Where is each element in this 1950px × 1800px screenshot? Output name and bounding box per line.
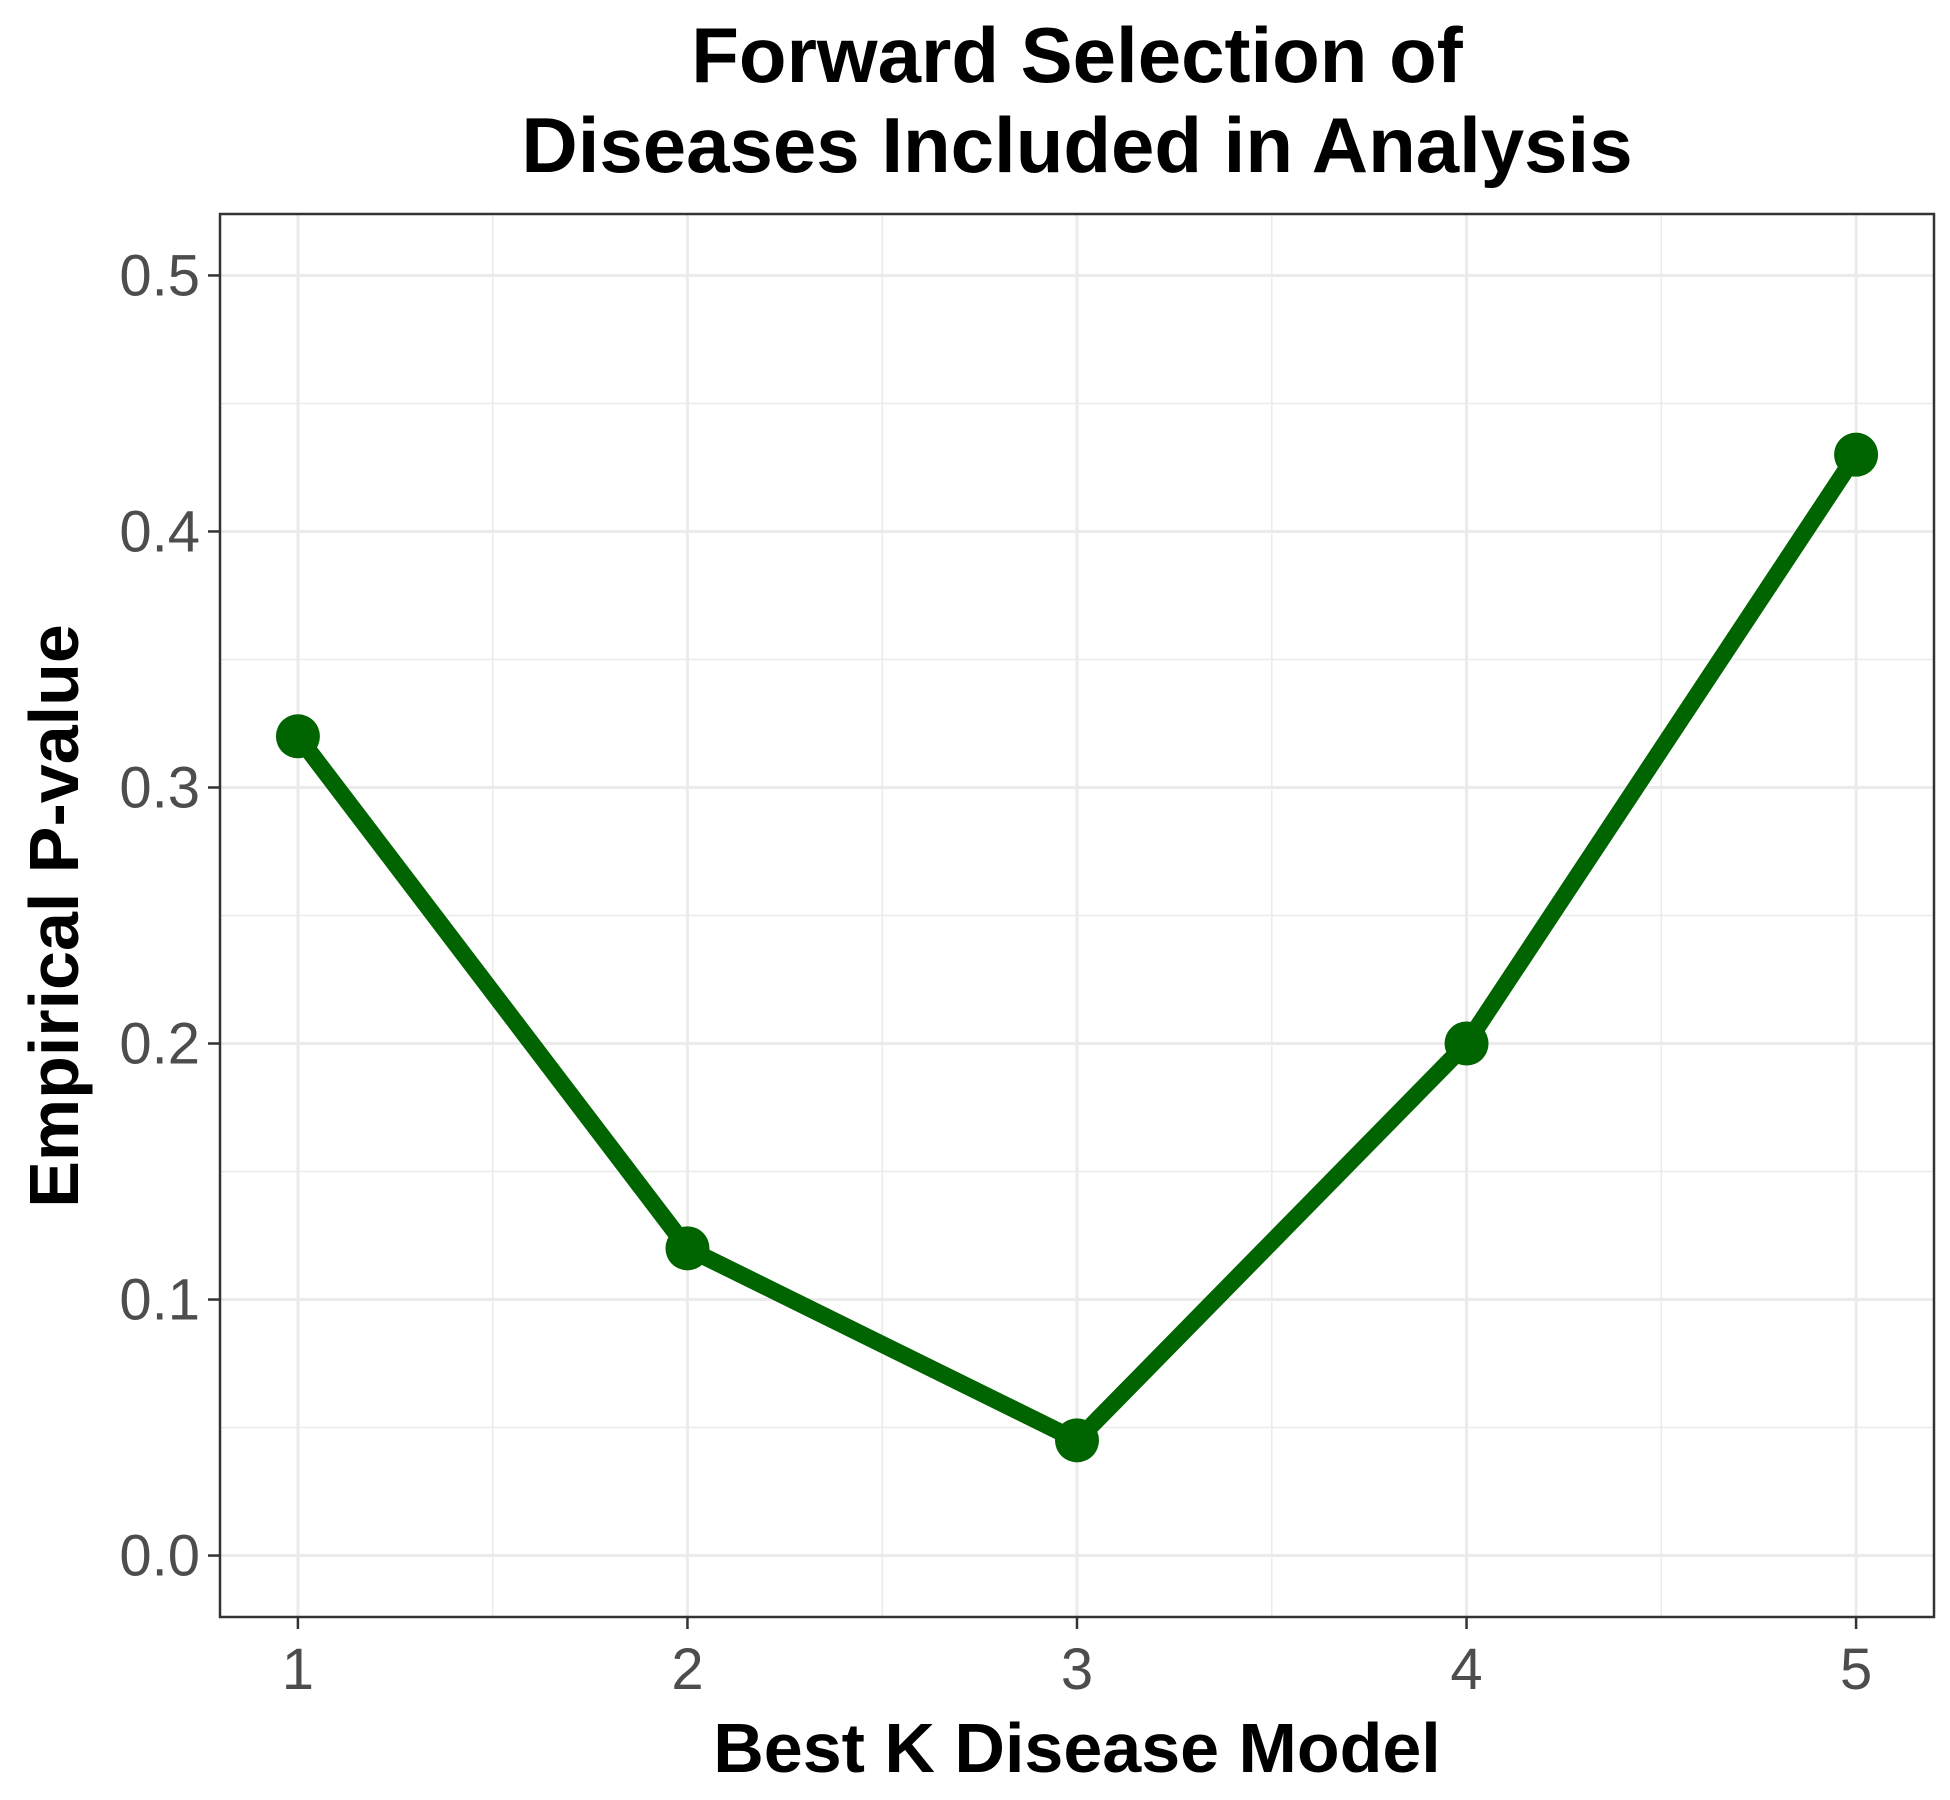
y-tick-label: 0.3 [119,755,200,820]
x-tick-label: 5 [1840,1637,1872,1702]
y-axis-title: Empirical P-value [15,624,93,1208]
data-point [1444,1021,1489,1066]
data-point [1055,1418,1099,1463]
y-tick-label: 0.0 [119,1524,200,1589]
y-tick-label: 0.1 [119,1268,200,1333]
x-tick-label: 2 [671,1637,703,1702]
y-tick-label: 0.4 [119,499,200,564]
data-point [665,1226,710,1271]
x-axis-title: Best K Disease Model [713,1709,1440,1787]
x-axis-ticks: 1 2 3 4 5 [282,1617,1872,1702]
x-tick-label: 3 [1061,1637,1093,1702]
y-axis-ticks: 0.0 0.1 0.2 0.3 0.4 0.5 [119,243,220,1589]
y-tick-label: 0.5 [119,243,200,308]
chart-title-line-1: Forward Selection of [691,11,1463,99]
x-tick-label: 1 [282,1637,314,1702]
y-tick-label: 0.2 [119,1012,200,1077]
x-tick-label: 4 [1450,1637,1482,1702]
data-point [1834,432,1879,477]
data-points-layer [275,432,1879,1463]
chart-title-line-2: Diseases Included in Analysis [521,101,1632,189]
data-point [275,714,320,759]
grid-major-lines [220,214,1934,1617]
